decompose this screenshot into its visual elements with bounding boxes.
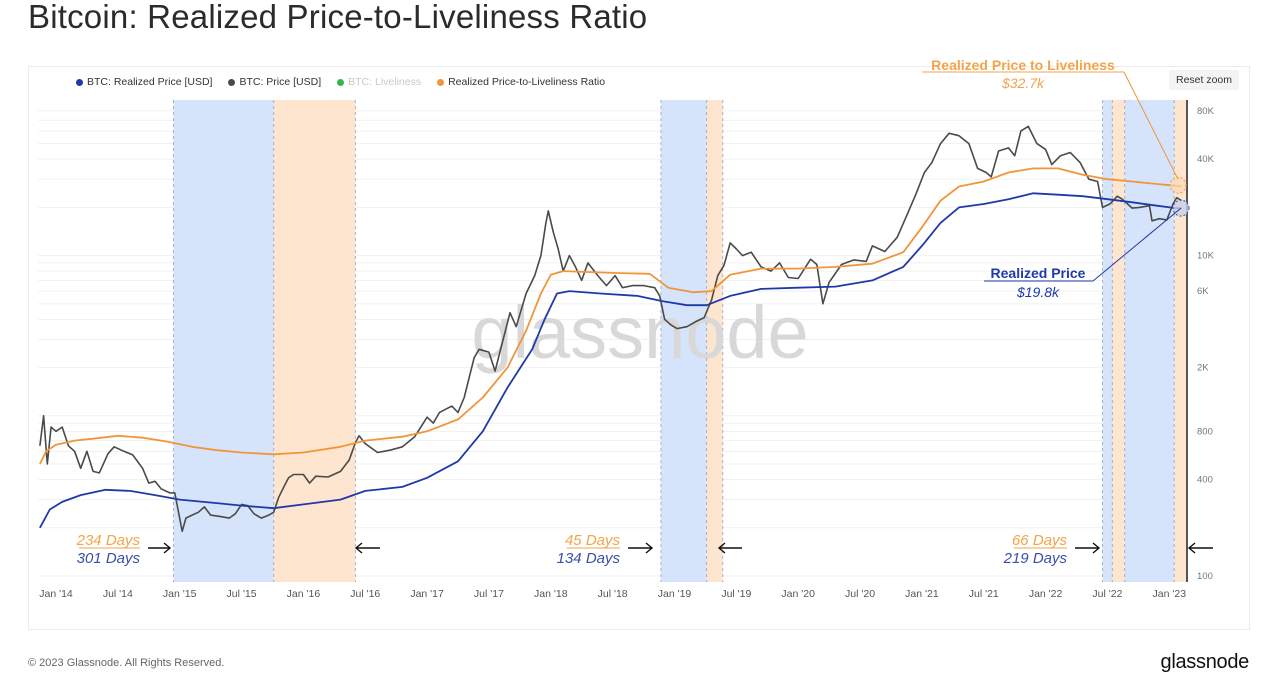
legend-label: BTC: Liveliness bbox=[348, 76, 422, 88]
axes: 80K 40K 10K 6K 2K 800 400 100 Jan '14 Jul '14 Jan … bbox=[39, 100, 1215, 600]
shaded-region-orange bbox=[706, 100, 723, 582]
x-tick-label: Jul '18 bbox=[598, 588, 628, 600]
legend-dot-icon bbox=[76, 78, 83, 86]
shaded-region-orange bbox=[1174, 100, 1187, 582]
legend-label: BTC: Price [USD] bbox=[239, 76, 322, 88]
legend-item-realized-price[interactable]: BTC: Realized Price [USD] bbox=[76, 76, 212, 88]
realized-leader-line bbox=[1092, 207, 1182, 282]
shaded-region-orange bbox=[273, 100, 356, 582]
shaded-region-orange bbox=[1112, 100, 1125, 582]
arrow-right-icon bbox=[148, 542, 172, 554]
period-label-blue: 301 Days bbox=[77, 550, 141, 567]
shaded-region-blue bbox=[660, 100, 707, 582]
x-tick-label: Jan '20 bbox=[781, 588, 815, 600]
realized-callout-value: $19.8k bbox=[1016, 284, 1060, 300]
ratio-marker bbox=[1169, 176, 1187, 194]
series-lines bbox=[39, 125, 1183, 533]
period-label-orange: 45 Days bbox=[565, 532, 621, 549]
shaded-region-blue bbox=[1124, 100, 1175, 582]
y-tick-label: 2K bbox=[1197, 363, 1209, 374]
x-tick-label: Jan '14 bbox=[39, 588, 73, 600]
y-tick-label: 6K bbox=[1197, 286, 1209, 297]
y-tick-label: 80K bbox=[1197, 106, 1215, 117]
ratio-line bbox=[39, 167, 1182, 465]
reset-zoom-button[interactable]: Reset zoom bbox=[1169, 70, 1239, 90]
legend-label: Realized Price-to-Liveliness Ratio bbox=[448, 76, 606, 88]
x-tick-label: Jul '17 bbox=[474, 588, 504, 600]
x-tick-label: Jan '21 bbox=[905, 588, 939, 600]
arrow-left-icon bbox=[717, 542, 742, 554]
legend-dot-icon bbox=[228, 78, 236, 86]
ratio-callout-value: $32.7k bbox=[1001, 75, 1045, 91]
arrow-right-icon bbox=[1075, 542, 1101, 554]
shaded-region-blue bbox=[1102, 100, 1113, 582]
y-tick-label: 800 bbox=[1197, 426, 1213, 437]
y-tick-label: 10K bbox=[1197, 251, 1215, 262]
arrow-left-icon bbox=[1187, 542, 1213, 554]
legend-dot-icon bbox=[337, 78, 345, 86]
x-tick-label: Jan '15 bbox=[163, 588, 197, 600]
y-tick-label: 400 bbox=[1197, 475, 1213, 486]
legend-label: BTC: Realized Price [USD] bbox=[87, 76, 213, 88]
period-label-orange: 66 Days bbox=[1012, 532, 1068, 549]
ratio-callout-title: Realized Price to Liveliness bbox=[931, 57, 1115, 73]
x-tick-label: Jan '19 bbox=[658, 588, 692, 600]
legend-dot-icon bbox=[437, 78, 445, 86]
x-tick-label: Jul '16 bbox=[350, 588, 380, 600]
page-title: Bitcoin: Realized Price-to-Liveliness Ra… bbox=[28, 0, 648, 35]
realized-callout-title: Realized Price bbox=[991, 265, 1086, 281]
arrow-right-icon bbox=[628, 542, 654, 554]
x-tick-label: Jul '20 bbox=[845, 588, 875, 600]
x-tick-label: Jan '22 bbox=[1029, 588, 1063, 600]
x-tick-label: Jul '14 bbox=[103, 588, 133, 600]
ratio-leader-line bbox=[1123, 71, 1179, 180]
x-tick-label: Jan '17 bbox=[410, 588, 444, 600]
brand-logo: glassnode bbox=[1160, 651, 1250, 673]
x-tick-label: Jul '15 bbox=[227, 588, 257, 600]
legend-item-liveliness[interactable]: BTC: Liveliness bbox=[337, 76, 421, 88]
realized-price-line bbox=[39, 192, 1182, 529]
legend-item-ratio[interactable]: Realized Price-to-Liveliness Ratio bbox=[437, 76, 605, 88]
x-tick-label: Jul '22 bbox=[1092, 588, 1122, 600]
x-tick-label: Jul '19 bbox=[721, 588, 751, 600]
x-tick-label: Jan '16 bbox=[287, 588, 321, 600]
price-line bbox=[39, 125, 1183, 533]
copyright: © 2023 Glassnode. All Rights Reserved. bbox=[28, 657, 225, 669]
legend: BTC: Realized Price [USD] BTC: Price [US… bbox=[76, 76, 605, 88]
x-tick-label: Jan '23 bbox=[1153, 588, 1187, 600]
period-label-blue: 219 Days bbox=[1003, 550, 1068, 567]
y-tick-label: 100 bbox=[1197, 571, 1213, 582]
period-label-blue: 134 Days bbox=[557, 550, 621, 567]
legend-item-price[interactable]: BTC: Price [USD] bbox=[228, 76, 321, 88]
period-label-orange: 234 Days bbox=[76, 532, 141, 549]
x-tick-label: Jul '21 bbox=[969, 588, 999, 600]
watermark: glassnode bbox=[471, 291, 808, 374]
x-tick-label: Jan '18 bbox=[534, 588, 568, 600]
y-tick-label: 40K bbox=[1197, 154, 1215, 165]
arrow-left-icon bbox=[354, 542, 380, 554]
shaded-region-blue bbox=[173, 100, 274, 582]
